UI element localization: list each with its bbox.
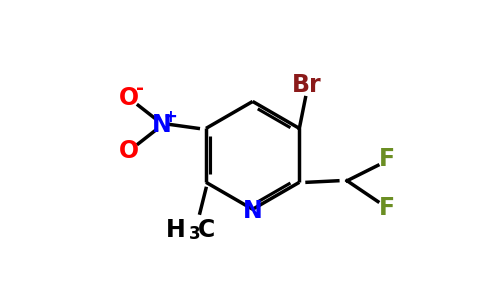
Text: F: F [379, 196, 395, 220]
Text: -: - [136, 79, 144, 98]
Text: 3: 3 [189, 225, 201, 243]
Text: Br: Br [292, 73, 322, 97]
Text: N: N [243, 199, 262, 223]
Text: F: F [379, 147, 395, 171]
Text: O: O [119, 85, 139, 109]
Text: N: N [151, 113, 171, 137]
Text: O: O [119, 140, 139, 164]
Text: H: H [166, 218, 186, 242]
Text: C: C [198, 218, 215, 242]
Text: +: + [163, 108, 177, 126]
